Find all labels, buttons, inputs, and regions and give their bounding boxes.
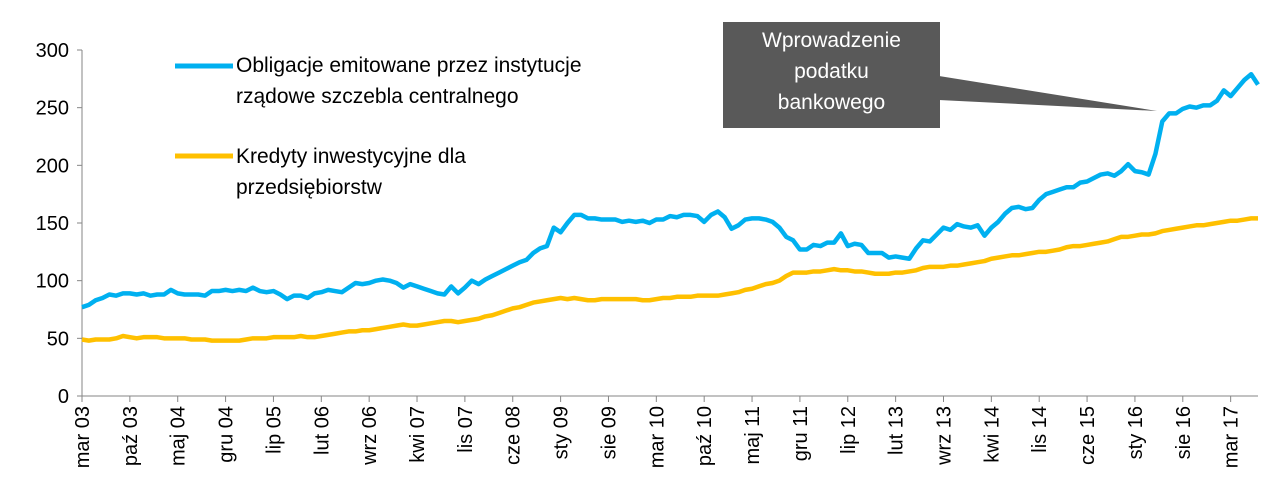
x-tick-label: cze 08	[503, 406, 525, 465]
y-tick-label: 150	[36, 213, 69, 235]
series-line	[81, 216, 1258, 343]
x-tick-label: mar 03	[72, 406, 94, 468]
x-tick-label: sie 16	[1173, 406, 1195, 459]
x-tick-label: mar 10	[646, 406, 668, 468]
annotation: Wprowadzenie podatku bankowego	[762, 29, 901, 114]
x-tick-label: lis 07	[455, 406, 477, 453]
x-tick-label: mar 17	[1221, 406, 1243, 468]
x-tick-label: gru 04	[216, 406, 238, 463]
x-tick-label: paź 10	[694, 406, 716, 466]
y-tick-label: 200	[36, 155, 69, 177]
x-tick-label: kwi 14	[981, 406, 1003, 463]
x-tick-label: cze 15	[1077, 406, 1099, 465]
annotation-box	[723, 22, 940, 128]
y-tick-label: 300	[36, 40, 69, 62]
x-tick-label: lut 13	[886, 406, 908, 455]
x-tick-label: paź 03	[120, 406, 142, 466]
annotation-pointer	[939, 76, 1157, 111]
y-tick-label: 0	[58, 386, 69, 408]
x-tick-label: lis 14	[1029, 406, 1051, 453]
x-tick-label: wrz 06	[359, 406, 381, 466]
x-tick-label: lip 05	[263, 406, 285, 454]
y-tick-label: 50	[47, 328, 69, 350]
x-tick-label: gru 11	[790, 406, 812, 461]
x-tick-label: sty 09	[551, 406, 573, 459]
legend-label: Obligacje emitowane przez instytucje rzą…	[236, 54, 582, 108]
x-tick-label: lip 12	[838, 406, 860, 454]
x-tick-label: wrz 13	[933, 406, 955, 466]
x-tick-label: sie 09	[598, 406, 620, 459]
x-tick-label: lut 06	[311, 406, 333, 455]
x-tick-label: sty 16	[1125, 406, 1147, 459]
x-tick-label: maj 04	[168, 406, 190, 466]
series-line	[81, 71, 1260, 310]
y-tick-label: 100	[36, 271, 69, 293]
y-tick-label: 250	[36, 98, 69, 120]
x-tick-label: maj 11	[742, 406, 764, 465]
x-tick-label: kwi 07	[407, 406, 429, 463]
legend-label: Kredyty inwestycyjne dla przedsiębiorstw	[236, 145, 466, 199]
